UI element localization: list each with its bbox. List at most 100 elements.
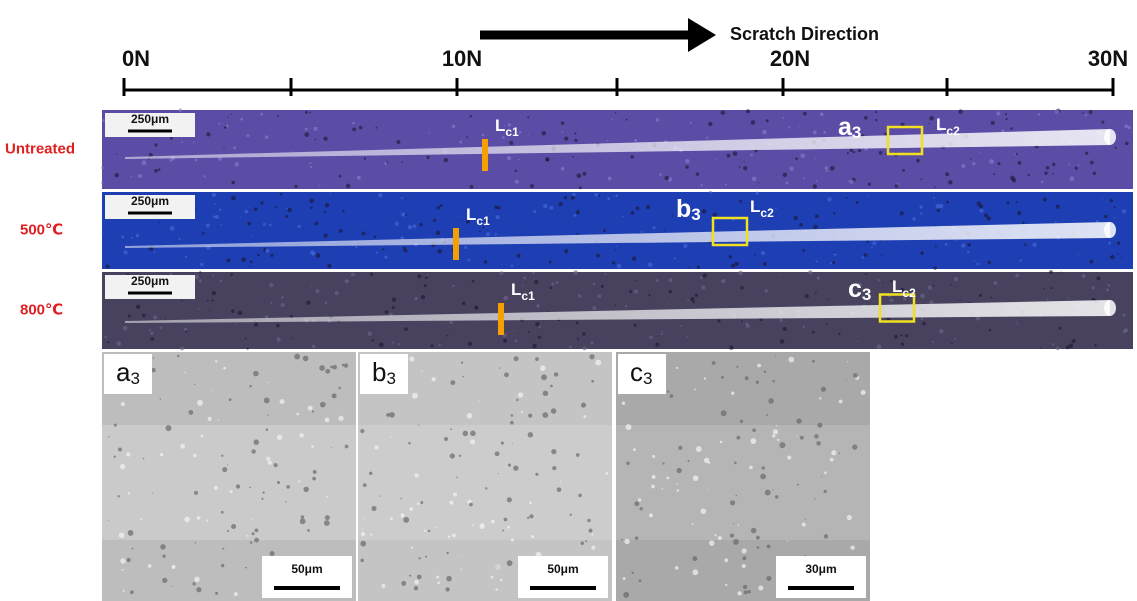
texture [369,472,372,475]
texture [998,162,1001,165]
texture [206,519,208,521]
texture [545,157,549,161]
texture [814,498,815,499]
texture [556,281,559,284]
texture [881,255,882,256]
texture [611,119,612,120]
texture [1078,164,1080,166]
texture [772,489,773,490]
texture [564,137,568,141]
texture [436,231,441,236]
texture [674,257,676,259]
texture [1006,201,1009,204]
texture [937,209,940,212]
texture [106,264,110,268]
texture [286,485,290,489]
texture [549,261,552,264]
texture [311,445,314,448]
texture [1048,279,1049,280]
texture [1089,260,1093,264]
texture [741,320,743,322]
texture [591,545,595,549]
texture [177,355,179,357]
texture [617,264,621,268]
texture [479,524,484,529]
texture [754,254,756,256]
texture [138,174,142,178]
texture [864,116,868,120]
texture [1056,347,1059,350]
texture [160,398,161,399]
texture [275,206,277,208]
texture [370,533,372,535]
texture [1089,110,1093,114]
texture [184,517,190,523]
texture [376,127,378,129]
texture [500,271,504,275]
texture [212,193,216,197]
texture [743,585,747,589]
texture [415,473,419,477]
texture [421,295,425,299]
texture [802,249,805,252]
texture [558,202,562,206]
texture [425,276,428,279]
texture [269,551,274,556]
texture [371,339,373,341]
texture [339,229,343,233]
texture [967,243,971,247]
texture [830,458,834,462]
texture [814,434,818,438]
texture [392,342,394,344]
texture [270,254,273,257]
texture [534,278,535,279]
texture [716,159,717,160]
texture [1110,199,1113,202]
texture [640,507,643,510]
texture [116,341,121,346]
texture [325,418,330,423]
texture [1050,287,1052,289]
lc1-marker [482,139,488,171]
texture [690,122,692,124]
texture [437,206,440,209]
texture [529,501,532,504]
texture [1096,276,1100,280]
scale-bar-label: 50μm [547,562,578,576]
texture [988,261,991,264]
texture [193,142,194,143]
texture [503,339,507,343]
texture [587,519,591,523]
texture [291,338,292,339]
texture [238,311,243,316]
texture [948,180,952,184]
texture [312,345,316,349]
texture [1005,113,1007,115]
texture [823,131,826,134]
texture [136,305,140,309]
texture [330,193,331,194]
texture [449,321,452,324]
texture [285,215,288,218]
texture [1015,274,1018,277]
texture [737,591,741,595]
texture [629,290,632,293]
texture [933,266,936,269]
texture [838,333,840,335]
texture [1047,298,1049,300]
micrograph-label-main: a [116,357,131,387]
texture [152,493,153,494]
texture [484,260,487,263]
texture [197,516,201,520]
texture [194,384,195,385]
texture [348,440,349,441]
texture [154,169,158,173]
texture [108,520,109,521]
texture [574,214,577,217]
texture [704,458,709,463]
texture [802,326,805,329]
texture [398,343,400,345]
texture [951,343,953,345]
texture [1005,118,1007,120]
texture [970,158,972,160]
